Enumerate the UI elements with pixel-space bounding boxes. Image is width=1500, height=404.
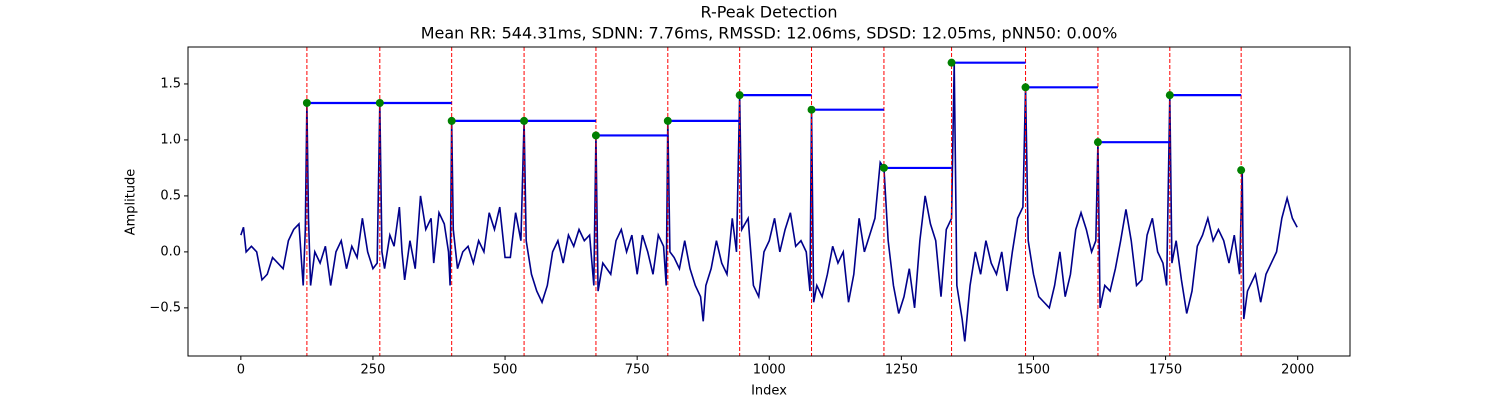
peak-marker bbox=[375, 98, 384, 107]
x-tick-label: 0 bbox=[237, 363, 245, 378]
x-tick-label: 1500 bbox=[1017, 363, 1050, 378]
x-tick-label: 500 bbox=[493, 363, 518, 378]
x-tick-label: 250 bbox=[361, 363, 386, 378]
peak-marker bbox=[520, 116, 529, 125]
y-tick-label: 0.5 bbox=[160, 188, 181, 203]
x-tick-label: 1000 bbox=[753, 363, 786, 378]
y-axis-label: Amplitude bbox=[124, 169, 139, 236]
chart-title: R-Peak Detection bbox=[700, 3, 837, 22]
signal-line bbox=[240, 62, 1298, 342]
y-tick-label: 0.0 bbox=[160, 244, 181, 259]
x-tick-label: 1750 bbox=[1149, 363, 1182, 378]
peak-marker bbox=[1021, 83, 1030, 92]
peak-marker bbox=[302, 98, 311, 107]
peak-marker bbox=[447, 116, 456, 125]
chart-subtitle: Mean RR: 544.31ms, SDNN: 7.76ms, RMSSD: … bbox=[421, 24, 1118, 43]
peak-marker bbox=[1093, 138, 1102, 147]
peak-marker bbox=[735, 91, 744, 100]
peak-marker bbox=[591, 131, 600, 140]
peak-marker bbox=[663, 116, 672, 125]
x-tick-label: 2000 bbox=[1281, 363, 1314, 378]
peak-marker bbox=[1237, 166, 1246, 175]
peak-marker bbox=[1165, 91, 1174, 100]
peak-marker bbox=[807, 105, 816, 114]
y-tick-label: 1.0 bbox=[160, 132, 181, 147]
x-tick-label: 1250 bbox=[885, 363, 918, 378]
x-axis-label: Index bbox=[751, 384, 787, 399]
y-tick-label: 1.5 bbox=[160, 76, 181, 91]
peak-marker bbox=[947, 58, 956, 67]
peak-marker bbox=[879, 163, 888, 172]
x-tick-label: 750 bbox=[625, 363, 650, 378]
plot-frame bbox=[187, 46, 1351, 357]
y-tick-label: −0.5 bbox=[149, 300, 181, 315]
